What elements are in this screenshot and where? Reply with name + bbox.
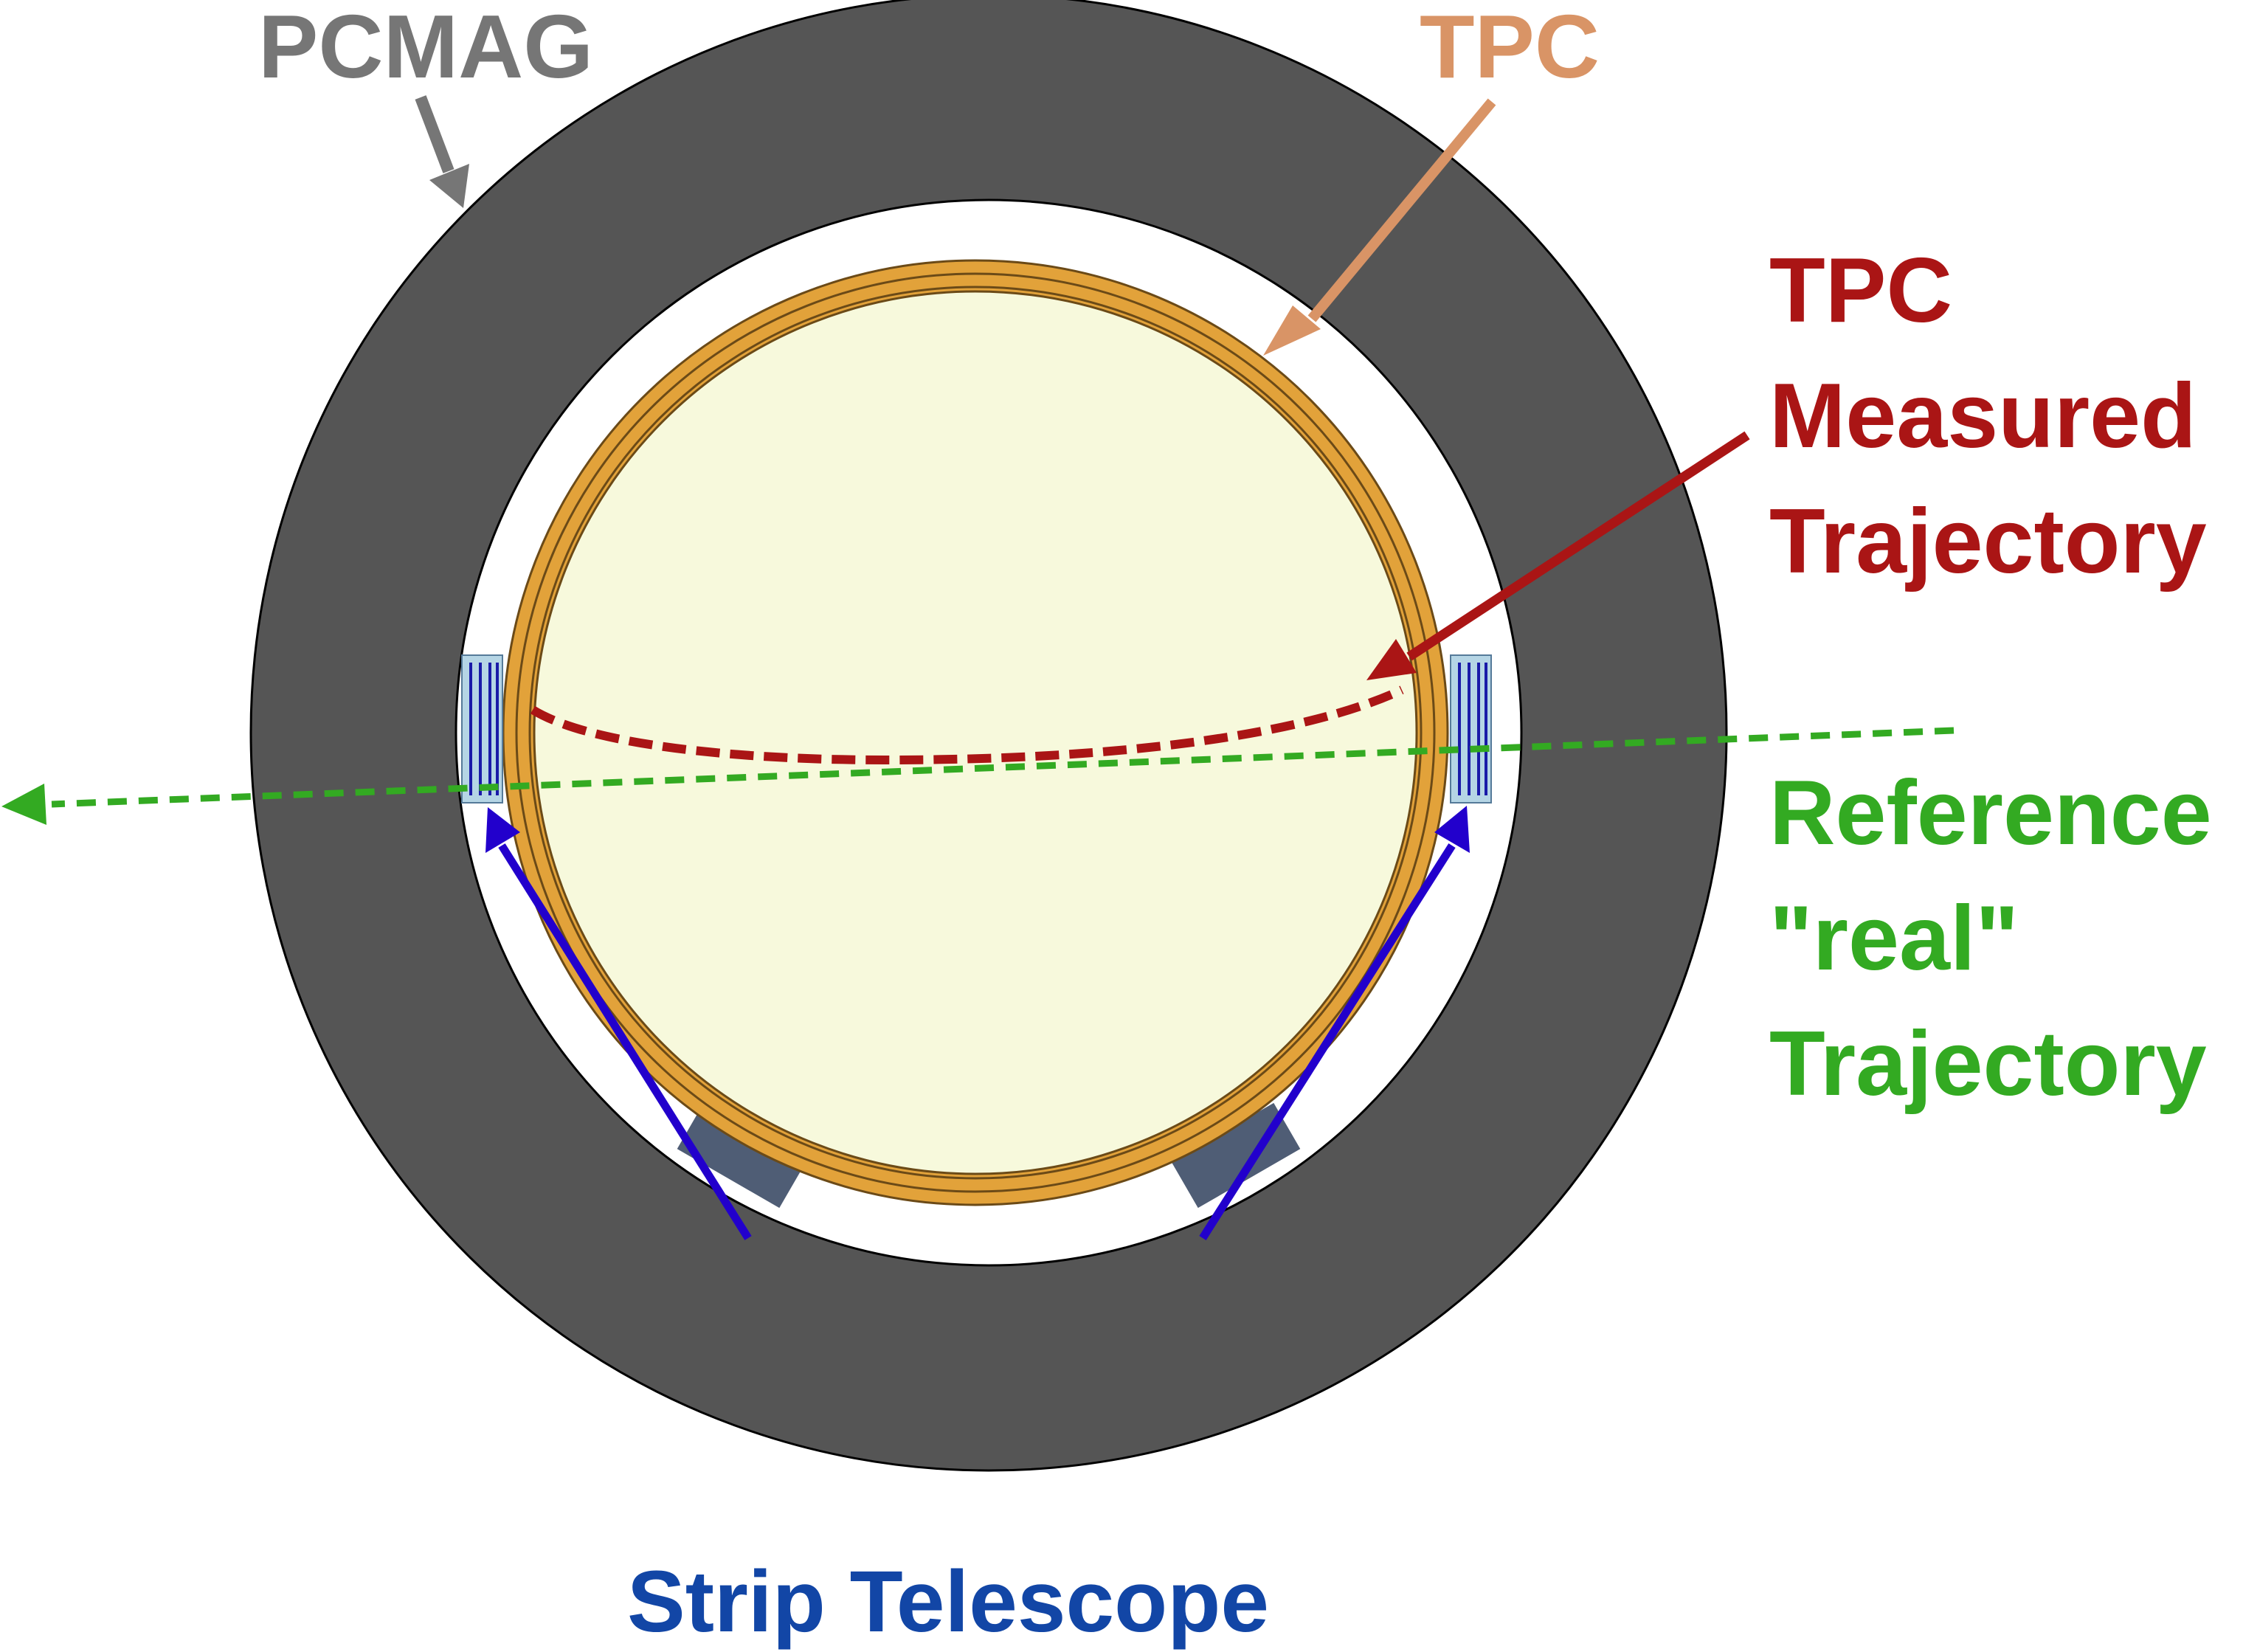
tpc-measured-label-line2: Measured	[1769, 365, 2197, 467]
pcmag-label: PCMAG	[258, 0, 594, 97]
tpc-inner-ring	[528, 286, 1423, 1180]
tpc-arrowhead	[1263, 305, 1321, 356]
pcmag-pointer	[415, 95, 455, 173]
tpc-measured-pointer	[1406, 431, 1750, 661]
support-block-left	[677, 1102, 806, 1209]
strip-telescope-arrowhead-left	[485, 807, 520, 853]
strip-telescope-pointer-right	[1199, 843, 1456, 1240]
tpc-measured-label-line3: Trajectory	[1769, 491, 2207, 592]
tpc-middle-ring	[515, 272, 1436, 1193]
strip-telescope-right	[1450, 654, 1492, 803]
reference-label-line2: "real"	[1769, 888, 2019, 989]
reference-label-line1: Reference	[1769, 762, 2212, 864]
tpc-pointer	[1307, 98, 1496, 322]
tpc-measured-trajectory	[530, 685, 1404, 765]
pcmag-arrowhead	[429, 164, 469, 208]
reference-arrowhead	[1, 784, 46, 825]
tpc-volume	[533, 290, 1418, 1175]
strip-telescope-label: Strip Telescope	[627, 1553, 1269, 1651]
strip-telescope-arrowhead-right	[1434, 806, 1470, 853]
tpc-measured-arrowhead	[1366, 639, 1417, 680]
tpc-measured-label-line1: TPC	[1769, 240, 1952, 342]
reference-label-line3: Trajectory	[1769, 1013, 2207, 1115]
reference-trajectory	[51, 727, 1955, 808]
tpc-label: TPC	[1420, 0, 1600, 97]
strip-telescope-pointer-left	[498, 843, 752, 1240]
strip-telescope-left	[461, 654, 503, 803]
